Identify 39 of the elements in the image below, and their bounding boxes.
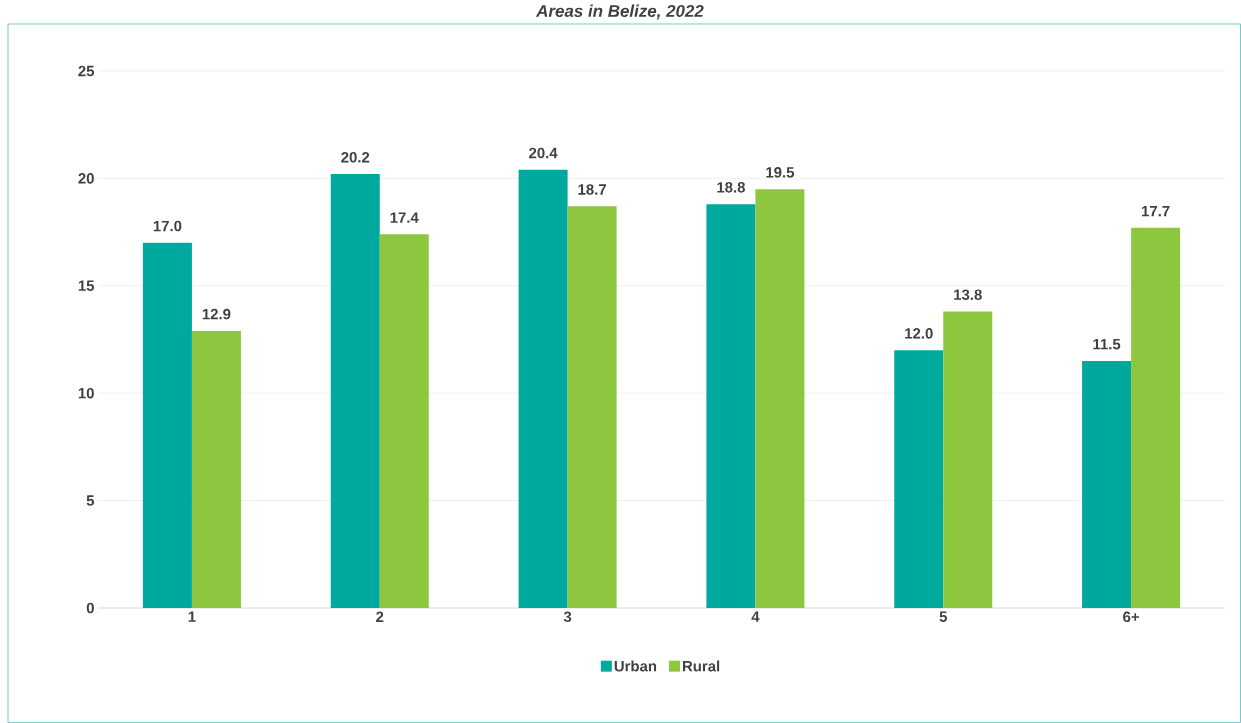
y-tick-label: 0 <box>86 602 94 614</box>
data-label: 18.8 <box>717 182 745 193</box>
data-label: 12.0 <box>905 328 933 339</box>
data-label: 12.9 <box>202 308 231 320</box>
data-label: 20.4 <box>529 147 558 159</box>
x-tick-label: 4 <box>751 611 760 622</box>
x-tick-label: 3 <box>563 611 572 623</box>
y-tick-label: 10 <box>78 387 94 399</box>
y-tick-label: 15 <box>78 280 95 291</box>
bar <box>1131 227 1181 608</box>
data-label: 20.2 <box>341 151 370 163</box>
x-tick-label: 5 <box>939 611 947 622</box>
bar <box>755 189 805 608</box>
bar <box>330 174 380 608</box>
data-label: 17.0 <box>153 220 182 232</box>
legend-label: Rural <box>682 660 720 672</box>
bar <box>518 169 568 608</box>
y-tick-label: 5 <box>86 495 95 506</box>
x-tick-label: 2 <box>376 611 384 622</box>
bar <box>567 206 617 608</box>
bar <box>943 311 993 608</box>
data-label: 18.7 <box>578 184 606 195</box>
data-label: 11.5 <box>1093 339 1121 350</box>
bar <box>191 330 241 608</box>
x-tick-label: 1 <box>188 611 196 622</box>
bar <box>142 242 192 608</box>
data-label: 13.8 <box>954 289 982 301</box>
legend-label: Urban <box>614 660 657 672</box>
y-tick-label: 20 <box>78 173 94 184</box>
chart-title: Areas in Belize, 2022 <box>535 4 704 20</box>
bar <box>379 234 429 608</box>
x-tick-label: 6+ <box>1123 611 1140 623</box>
bar <box>706 204 756 608</box>
y-tick-label: 25 <box>78 65 95 77</box>
data-label: 17.4 <box>390 212 419 223</box>
bar <box>894 350 944 608</box>
data-label: 19.5 <box>766 167 795 178</box>
bar <box>1082 360 1132 608</box>
data-label: 17.7 <box>1141 205 1170 217</box>
